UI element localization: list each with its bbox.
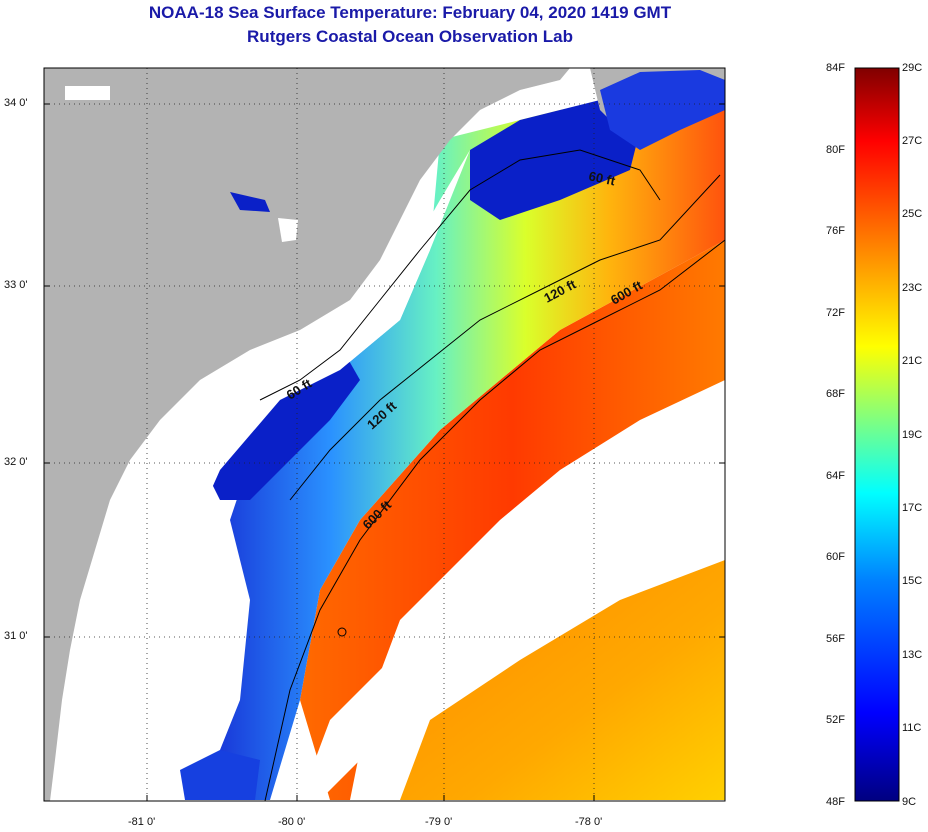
lat-label-31: 31 0' [4,630,28,642]
cold-nearshore-central [190,345,360,500]
contour-600ft [264,239,725,801]
cbar-f-84: 84F [826,62,845,74]
cbar-c-17: 17C [902,502,923,514]
map-title: NOAA-18 Sea Surface Temperature: Februar… [148,3,672,22]
cbar-c-15: 15C [902,575,923,587]
cbar-c-11: 11C [902,722,922,734]
cbar-c-13: 13C [902,649,923,661]
inland-water-blob-2 [278,218,298,242]
contour-label-60ft-north: 60 ft [587,168,617,188]
southeast-warm-patch [400,560,725,800]
coastal-cloud-band [60,150,470,800]
cold-nearshore-north [470,100,640,220]
map-subtitle: Rutgers Coastal Ocean Observation Lab [247,27,573,46]
lat-label-33: 33 0' [4,279,28,291]
inland-water-blob [230,192,270,212]
cbar-c-19: 19C [902,429,923,441]
gulf-stream-warm-water [300,240,725,800]
cloud-streak-east [560,430,725,560]
cbar-f-56: 56F [826,633,845,645]
shelf-water-band [200,80,725,800]
cbar-f-48: 48F [826,796,845,808]
contour-120ft [289,174,721,501]
map-frame [43,67,726,802]
cbar-c-21: 21C [902,355,923,367]
cbar-c-29: 29C [902,62,923,74]
lon-label-80: -80 0' [278,816,306,828]
cloud-streak [300,380,725,800]
cbar-f-64: 64F [826,470,845,482]
cold-cape-water [600,70,725,150]
lat-label-32: 32 0' [4,456,28,468]
cbar-c-27: 27C [902,135,923,147]
contour-60ft [259,149,661,401]
lat-label-34: 34 0' [4,97,28,109]
colorbar-gradient [854,67,900,802]
cbar-f-76: 76F [826,225,845,237]
cbar-f-72: 72F [826,307,845,319]
land-mass [44,68,570,801]
cloud-patch-inland [65,86,110,100]
lon-label-78: -78 0' [575,816,603,828]
cold-nearshore-south [180,750,260,800]
cbar-f-60: 60F [826,551,845,563]
lon-label-81: -81 0' [128,816,156,828]
contour-ring [337,627,347,637]
cbar-c-23: 23C [902,282,923,294]
cbar-c-25: 25C [902,208,923,220]
lon-label-79: -79 0' [425,816,453,828]
frame-ticks [44,103,725,801]
graticule [44,68,725,801]
cbar-f-52: 52F [826,714,845,726]
cbar-c-9: 9C [902,796,917,808]
cbar-f-80: 80F [826,144,845,156]
cbar-f-68: 68F [826,388,845,400]
